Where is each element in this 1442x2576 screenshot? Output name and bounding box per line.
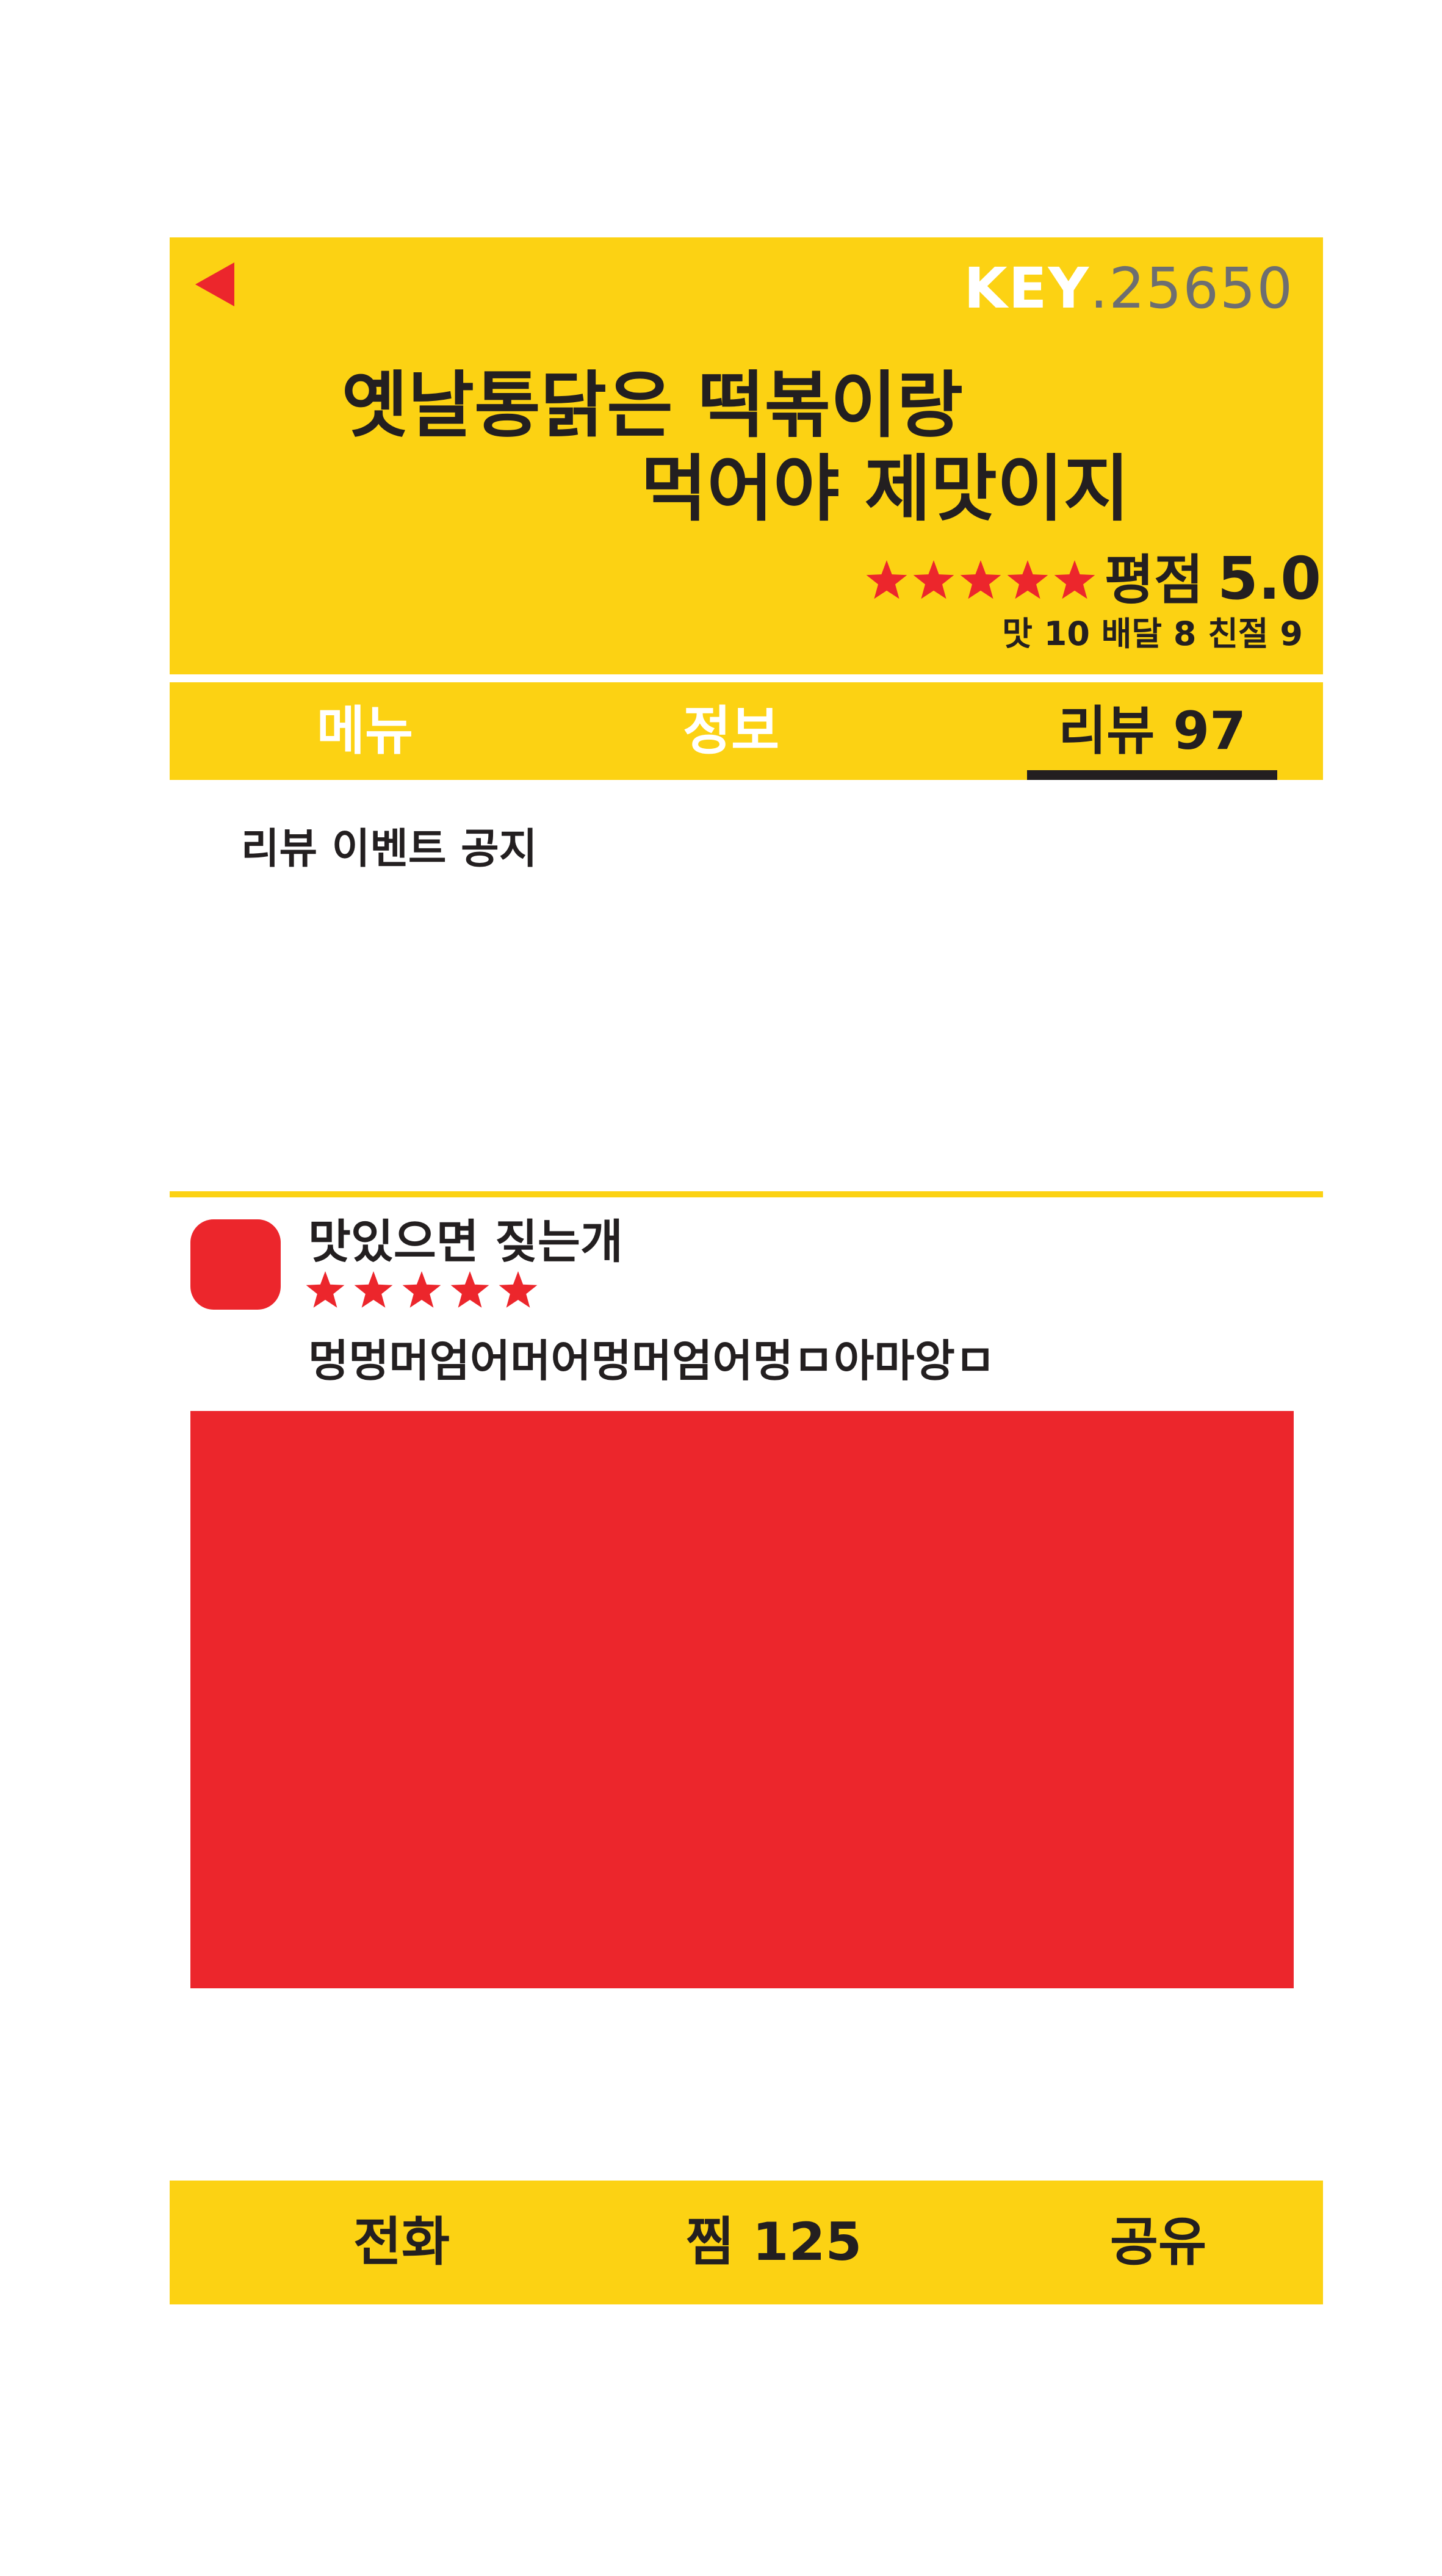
section-divider [170,1191,1323,1197]
share-button[interactable]: 공유 [1109,2212,1207,2273]
key-prefix: KEY [964,256,1091,321]
reviewer-nickname: 맛있으면 짖는개 [308,1214,623,1269]
call-button[interactable]: 전화 [353,2212,450,2273]
star-icon [1007,560,1048,599]
back-button[interactable] [195,262,238,306]
active-tab-indicator [1027,770,1277,780]
star-icon [913,560,954,599]
review-event-notice[interactable]: 리뷰 이벤트 공지 [241,825,538,873]
store-key: KEY.25650 [964,255,1294,322]
tab-bar: 메뉴 정보 리뷰 97 [170,682,1323,780]
reviewer-avatar[interactable] [190,1219,281,1310]
bottom-action-bar: 전화 찜 125 공유 [170,2181,1323,2304]
store-title-line-2: 먹어야 제맛이지 [641,447,1130,531]
save-button[interactable]: 찜 125 [685,2212,862,2273]
rating-label: 평점 [1105,549,1203,612]
tab-menu[interactable]: 메뉴 [316,701,414,762]
review-photo[interactable] [190,1411,1294,1988]
star-icon [450,1271,489,1308]
star-icon [499,1271,538,1308]
back-arrow-icon [195,262,234,306]
review-text: 멍멍머엄어머어멍머엄어멍ㅁ아마앙ㅁ [308,1335,996,1387]
key-dot: . [1090,256,1109,321]
sub-ratings: 맛 10 배달 8 친절 9 [1002,615,1303,653]
star-icon [866,560,907,599]
key-number: 25650 [1109,256,1294,321]
star-icon [1054,560,1095,599]
star-icon [960,560,1001,599]
rating-stars [865,559,1097,608]
store-header [170,237,1323,674]
tab-info[interactable]: 정보 [682,701,780,762]
star-icon [402,1271,441,1308]
store-title-line-1: 옛날통닭은 떡볶이랑 [342,363,964,447]
rating-value: 5.0 [1217,544,1322,613]
star-icon [306,1271,345,1308]
tab-review[interactable]: 리뷰 97 [1058,701,1246,762]
review-stars [305,1270,549,1313]
star-icon [354,1271,393,1308]
